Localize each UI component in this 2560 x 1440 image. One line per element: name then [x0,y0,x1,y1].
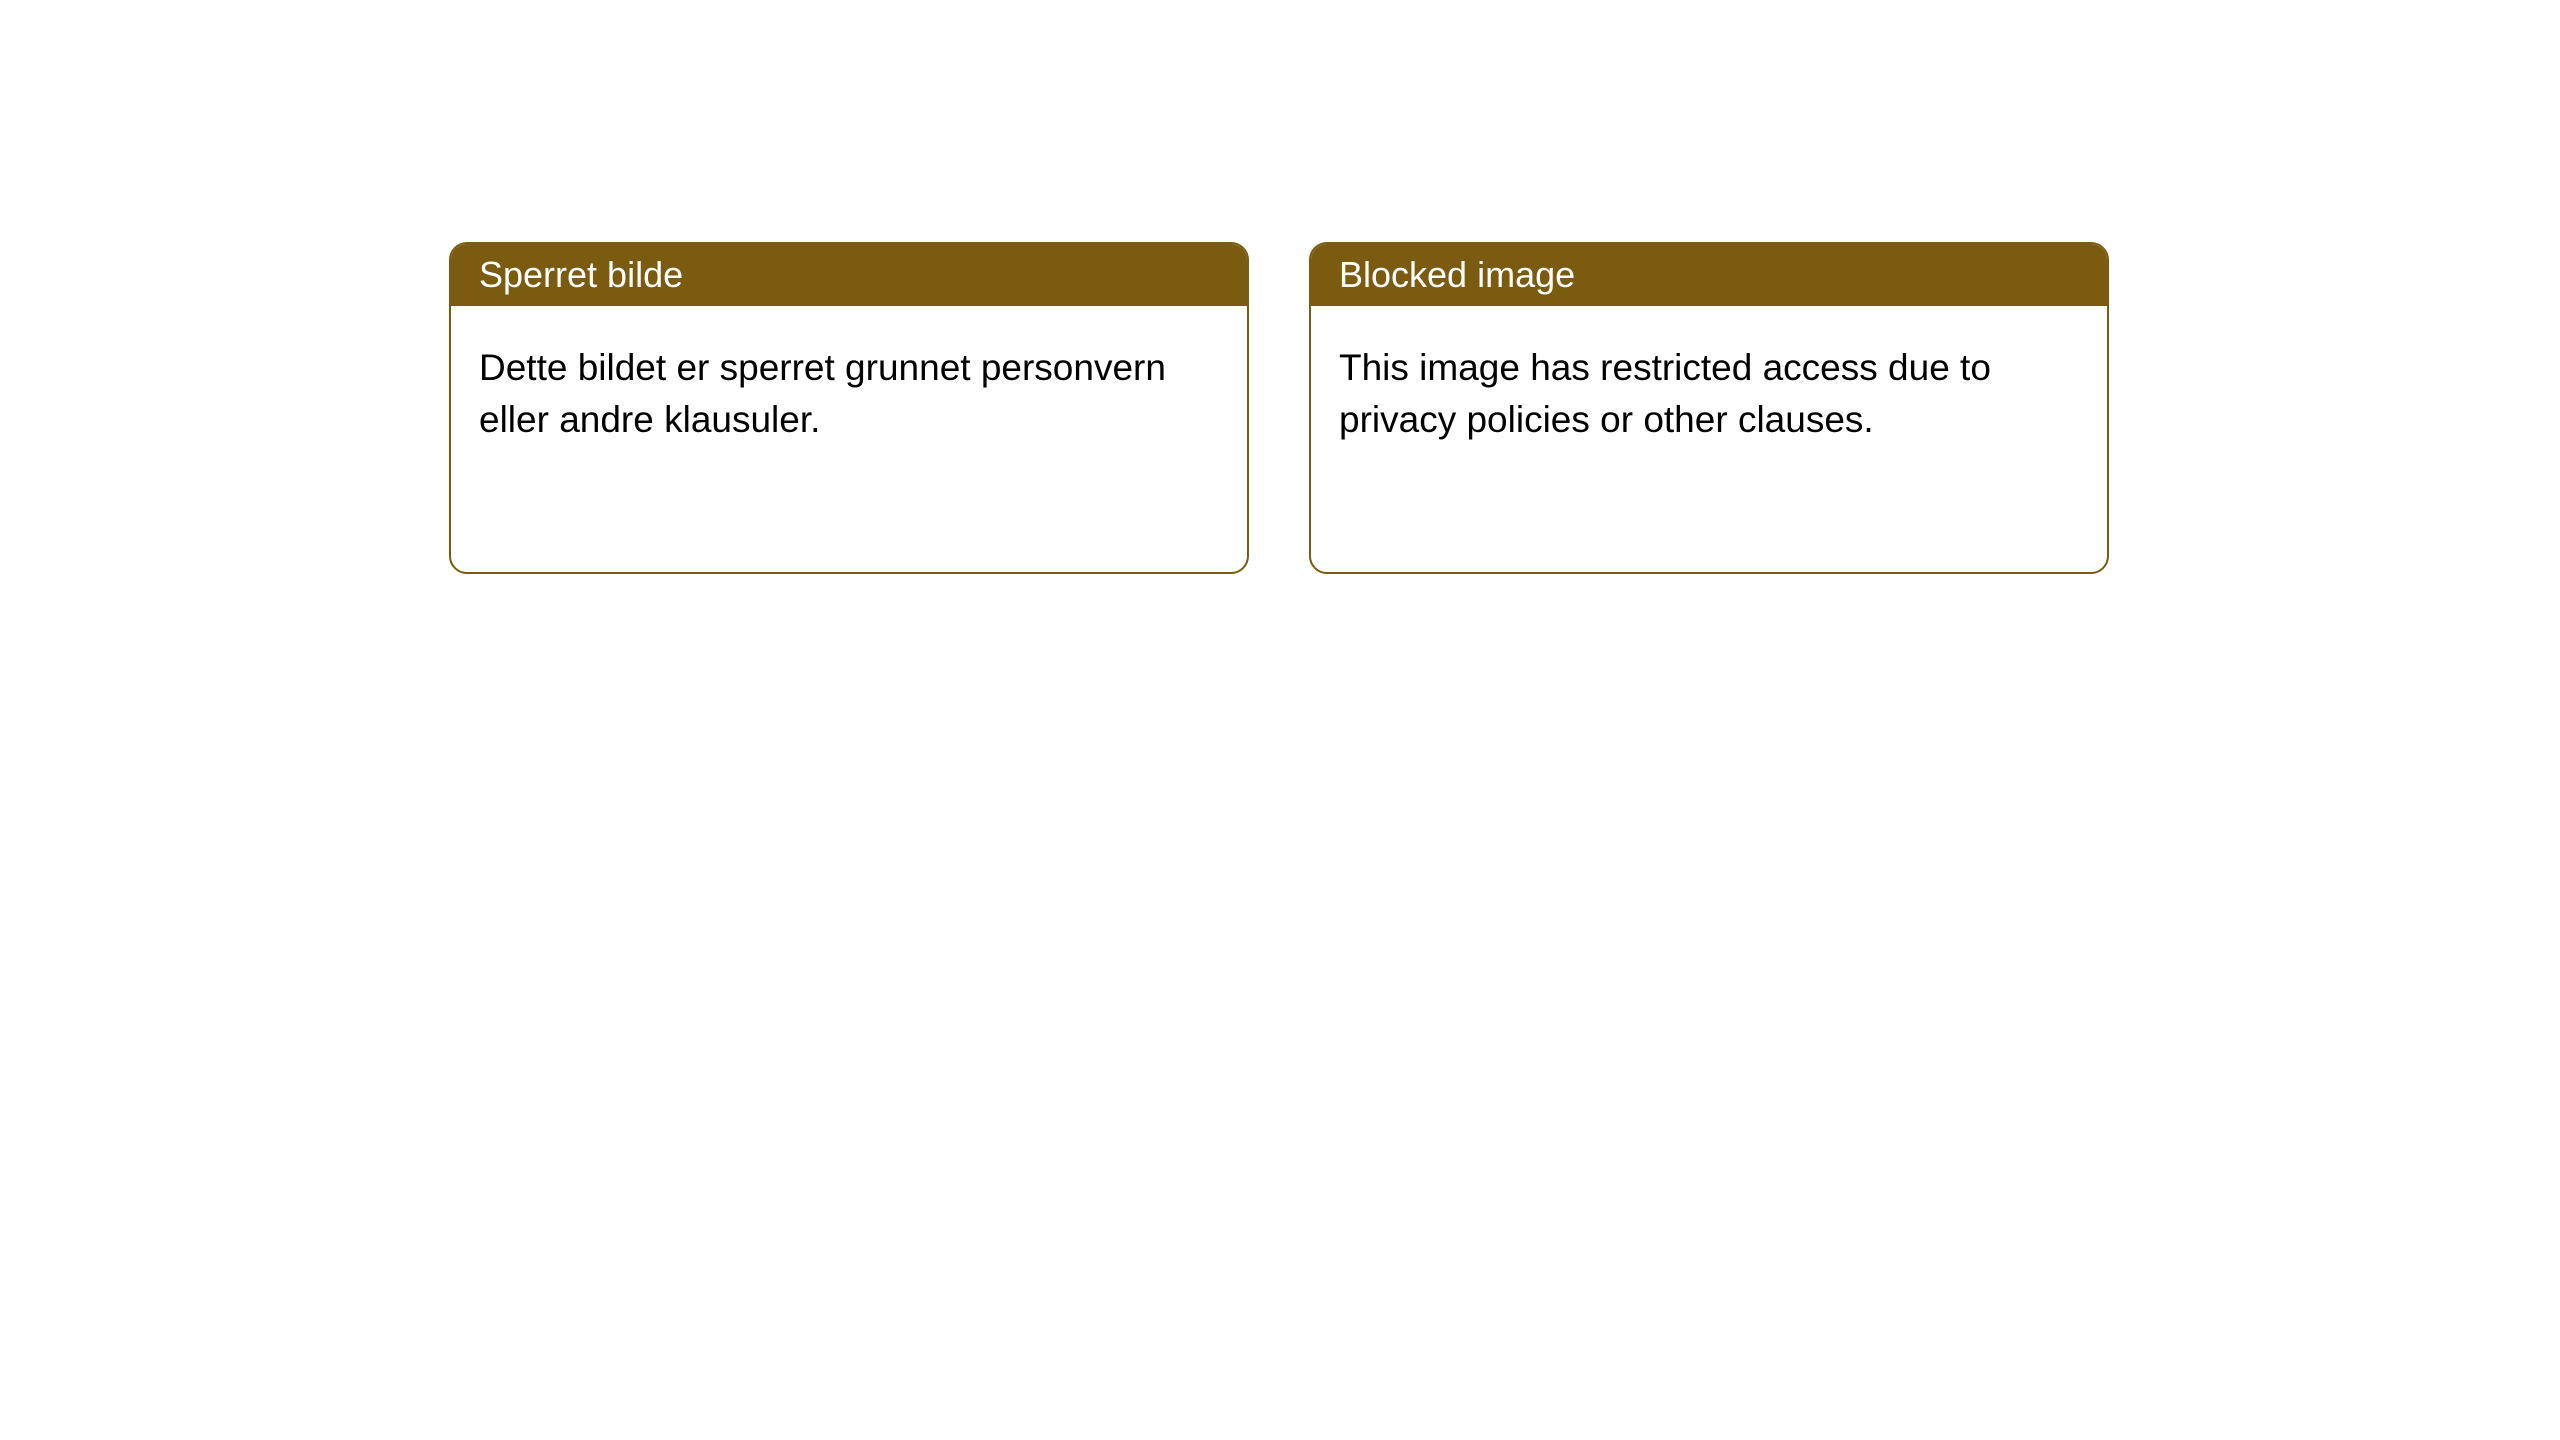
card-body-text: Dette bildet er sperret grunnet personve… [479,347,1166,440]
card-title: Sperret bilde [479,254,683,295]
card-body-text: This image has restricted access due to … [1339,347,1991,440]
card-header: Sperret bilde [451,244,1247,306]
blocked-image-card-no: Sperret bilde Dette bildet er sperret gr… [449,242,1249,574]
blocked-image-card-en: Blocked image This image has restricted … [1309,242,2109,574]
card-header: Blocked image [1311,244,2107,306]
card-body: This image has restricted access due to … [1311,306,2107,482]
card-container: Sperret bilde Dette bildet er sperret gr… [0,0,2560,574]
card-body: Dette bildet er sperret grunnet personve… [451,306,1247,482]
card-title: Blocked image [1339,254,1575,295]
